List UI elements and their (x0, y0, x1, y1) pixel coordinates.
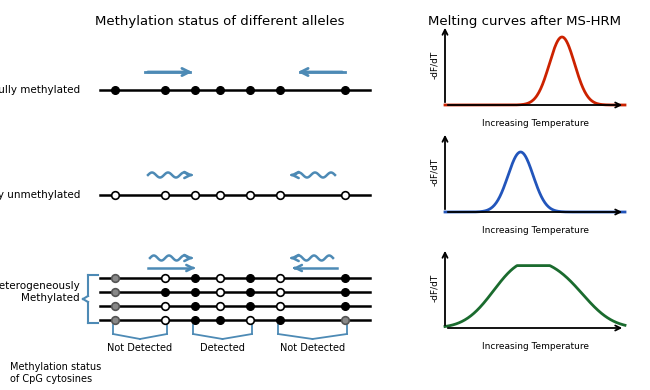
Text: -dF/dT: -dF/dT (430, 51, 439, 79)
Text: -dF/dT: -dF/dT (430, 274, 439, 302)
Text: Heterogeneously
Methylated: Heterogeneously Methylated (0, 281, 80, 303)
Text: Increasing Temperature: Increasing Temperature (482, 226, 588, 235)
Text: Not Detected: Not Detected (280, 343, 345, 353)
Text: Detected: Detected (200, 343, 245, 353)
Text: -dF/dT: -dF/dT (430, 158, 439, 186)
Text: Increasing Temperature: Increasing Temperature (482, 342, 588, 351)
Text: Increasing Temperature: Increasing Temperature (482, 119, 588, 128)
Text: Not Detected: Not Detected (107, 343, 172, 353)
Text: Fully unmethylated: Fully unmethylated (0, 190, 80, 200)
Text: Methylation status
of CpG cytosines: Methylation status of CpG cytosines (10, 362, 101, 384)
Text: Methylation status of different alleles: Methylation status of different alleles (96, 15, 344, 28)
Text: Fully methylated: Fully methylated (0, 85, 80, 95)
Text: Melting curves after MS-HRM: Melting curves after MS-HRM (428, 15, 621, 28)
